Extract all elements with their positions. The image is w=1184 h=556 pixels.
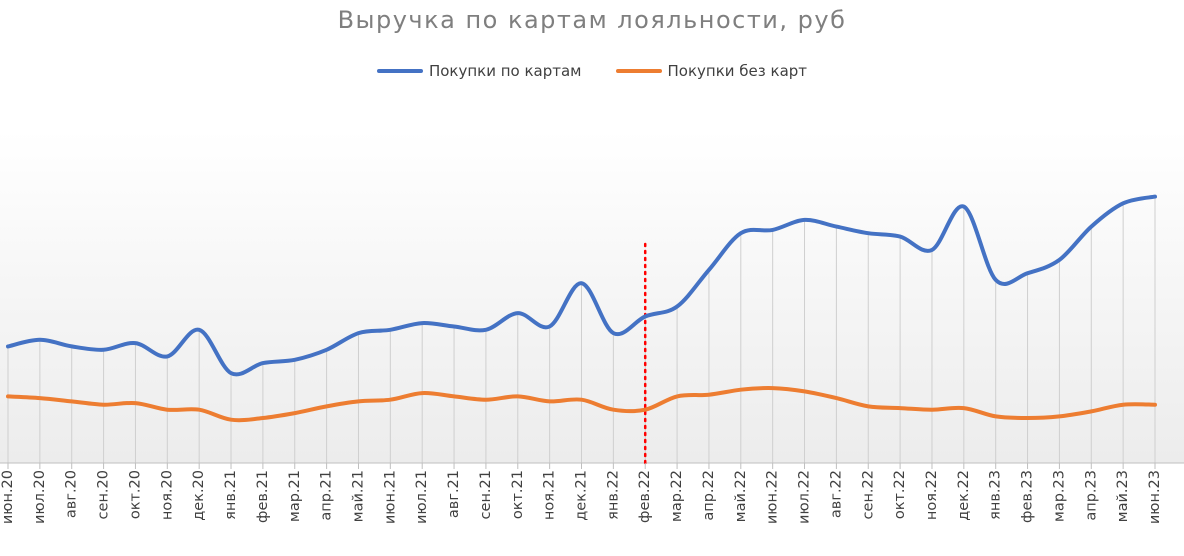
x-tick-label: май.23 [1115, 470, 1131, 522]
x-tick-label: дек.22 [956, 470, 972, 521]
x-tick-label: июн.20 [0, 470, 16, 524]
chart-title: Выручка по картам лояльности, руб [337, 6, 847, 34]
x-tick-label: окт.20 [127, 470, 143, 519]
series-layer [6, 194, 1157, 423]
x-tick-label: июн.23 [1147, 470, 1163, 524]
x-tick-label: фев.23 [1020, 470, 1036, 523]
x-tick-label: авг.21 [446, 470, 462, 518]
x-tick-label: янв.21 [223, 470, 239, 520]
x-tick-label: сен.20 [96, 470, 112, 519]
x-tick-label: июл.21 [414, 470, 430, 524]
x-tick-label: фев.22 [637, 470, 653, 523]
x-tick-label: дек.20 [191, 470, 207, 521]
x-tick-label: сен.21 [478, 470, 494, 519]
x-tick-label: июн.21 [382, 470, 398, 524]
legend-item-series-2: Покупки без карт [615, 62, 808, 80]
series-line-2 [6, 386, 1157, 423]
legend-label-series-2: Покупки без карт [667, 62, 808, 80]
x-tick-label: авг.20 [64, 470, 80, 518]
x-tick-label: сен.22 [860, 470, 876, 519]
x-tick-label: мар.21 [287, 470, 303, 522]
x-tick-label: янв.22 [605, 470, 621, 520]
x-tick-label: июл.20 [32, 470, 48, 524]
x-tick-label: янв.23 [988, 470, 1004, 520]
x-tick-label: апр.22 [701, 470, 717, 521]
x-axis-ticks: июн.20 июл.20 авг.20 сен.20 окт.20 ноя.20 дек.… [0, 463, 1163, 524]
x-tick-label: окт.22 [892, 470, 908, 519]
legend-swatch-series-1 [376, 69, 423, 73]
x-tick-label: ноя.21 [542, 470, 558, 520]
legend-item-series-1: Покупки по картам [376, 62, 582, 80]
x-tick-label: мар.23 [1051, 470, 1067, 522]
legend: Покупки по картам Покупки без карт [0, 62, 1184, 80]
x-tick-label: июл.22 [797, 470, 813, 524]
x-tick-label: апр.21 [319, 470, 335, 521]
x-tick-label: май.22 [733, 470, 749, 522]
x-tick-label: ноя.20 [159, 470, 175, 520]
x-tick-label: авг.22 [828, 470, 844, 518]
gridlines [7, 196, 1156, 463]
x-tick-label: фев.21 [255, 470, 271, 523]
legend-label-series-1: Покупки по картам [428, 62, 582, 80]
legend-swatch-series-2 [615, 69, 662, 73]
x-tick-label: апр.23 [1083, 470, 1099, 521]
x-tick-label: окт.21 [510, 470, 526, 519]
series-line-1 [6, 194, 1157, 377]
x-tick-label: мар.22 [669, 470, 685, 522]
x-tick-label: май.21 [350, 470, 366, 522]
x-tick-label: ноя.22 [924, 470, 940, 520]
x-tick-label: июн.22 [765, 470, 781, 524]
x-tick-label: дек.21 [574, 470, 590, 521]
